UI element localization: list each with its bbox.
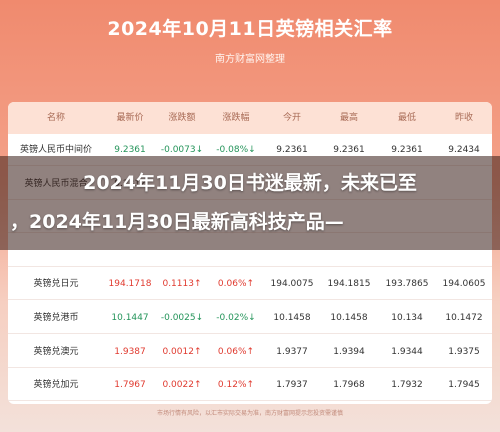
cell-change: 0.0022↑: [162, 380, 202, 391]
cell-open: 1.7937: [276, 380, 308, 391]
cell-name: 英镑兑港币: [33, 313, 79, 323]
table-row: 英镑兑澳元 1.9387 0.0012↑ 0.06%↑ 1.9377 1.9394 1.93…: [8, 336, 492, 368]
cell-name: 英镑兑日元: [33, 279, 79, 290]
cell-change: 0.0012↑: [162, 346, 202, 357]
cell-prev: 194.0605: [442, 279, 486, 290]
cell-prev: 9.2434: [448, 145, 480, 155]
table-row: 英镑兑港币 10.1447 -0.0025↓ -0.02%↓ 10.1458 10.145…: [8, 302, 492, 334]
cell-open: 194.0075: [270, 279, 314, 290]
cell-prev: 1.9375: [448, 346, 480, 357]
cell-high: 194.1815: [327, 279, 371, 290]
cell-low: 9.2361: [391, 145, 423, 155]
table-row: 英镑兑加元 1.7967 0.0022↑ 0.12%↑ 1.7937 1.7968 1.79…: [8, 369, 492, 402]
cell-open: 10.1458: [273, 313, 311, 323]
cell-pct: -0.08%↓: [216, 145, 256, 155]
header-banner: 2024年10月11日英镑相关汇率 南方财富网整理: [0, 0, 500, 100]
cell-change: 0.1113↑: [162, 279, 202, 290]
column-header: 昨收: [454, 113, 473, 123]
cell-high: 10.1458: [330, 313, 368, 323]
cell-name: 英镑人民币中间价: [19, 145, 92, 155]
page-title: 2024年10月11日英镑相关汇率: [107, 18, 393, 40]
cell-price: 10.1447: [111, 313, 149, 323]
cell-low: 1.7932: [391, 380, 423, 391]
rates-table: 名称 最新价 涨跌额 涨跌幅 今开 最高 最低 昨收 英镑人民币中间价 9.236…: [8, 102, 492, 404]
cell-pct: -0.02%↓: [216, 313, 256, 323]
cell-name: 英镑兑加元: [33, 380, 79, 391]
cell-change: -0.0073↓: [160, 145, 204, 155]
column-header: 最低: [397, 113, 416, 123]
column-header: 今开: [282, 113, 301, 123]
cell-low: 1.9344: [391, 346, 423, 357]
cell-open: 9.2361: [276, 145, 308, 155]
cell-high: 1.9394: [333, 346, 365, 357]
table-row: 英镑兑日元 194.1718 0.1113↑ 0.06%↑ 194.0075 194.18…: [8, 268, 492, 301]
cell-price: 1.9387: [114, 346, 146, 357]
cell-price: 194.1718: [108, 279, 152, 290]
headline-line-1: 2024年11月30日书迷最新，未来已至: [83, 172, 417, 194]
cell-low: 193.7865: [385, 279, 429, 290]
cell-price: 1.7967: [114, 380, 146, 391]
cell-low: 10.134: [391, 313, 423, 323]
headline-overlay: [0, 156, 500, 250]
cell-pct: 0.06%↑: [217, 346, 255, 357]
column-header: 涨跌幅: [222, 113, 250, 123]
cell-high: 1.7968: [333, 380, 365, 391]
disclaimer: 市场行情有风险，以汇市实际交易为准，南方财富网提示您投资需谨慎: [156, 410, 343, 417]
headline-line-2: ，2024年11月30日最新高科技产品—: [10, 211, 344, 233]
column-header: 最新价: [116, 113, 144, 123]
cell-prev: 10.1472: [445, 313, 483, 323]
cell-high: 9.2361: [333, 145, 365, 155]
cell-open: 1.9377: [276, 346, 308, 357]
cell-prev: 1.7945: [448, 380, 480, 391]
page-subtitle: 南方财富网整理: [215, 54, 285, 65]
cell-pct: 0.06%↑: [217, 279, 255, 290]
table-header: 名称 最新价 涨跌额 涨跌幅 今开 最高 最低 昨收: [8, 102, 492, 134]
column-header: 涨跌额: [168, 113, 196, 123]
cell-pct: 0.12%↑: [217, 380, 255, 391]
column-header: 最高: [339, 113, 358, 123]
cell-name: 英镑兑澳元: [33, 346, 79, 357]
cell-change: -0.0025↓: [160, 313, 204, 323]
table-row: [8, 235, 492, 267]
column-header: 名称: [46, 113, 65, 123]
cell-price: 9.2361: [114, 145, 146, 155]
